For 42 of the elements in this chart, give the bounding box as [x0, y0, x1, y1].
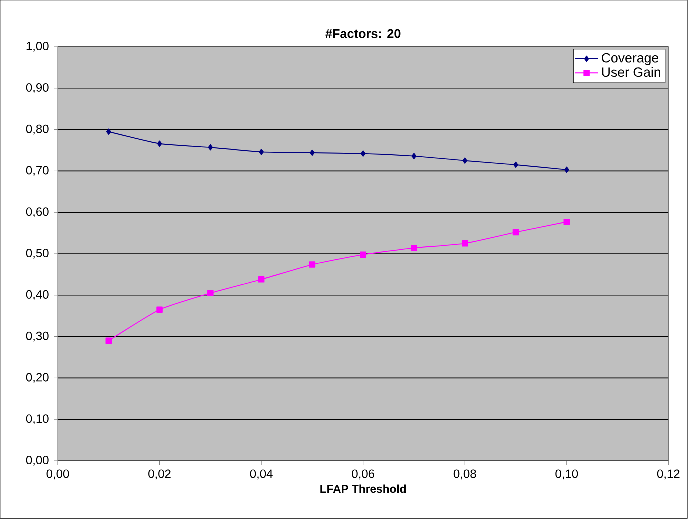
y-tick-label: 0,70 — [26, 166, 49, 176]
point — [106, 338, 112, 344]
x-tick-label: 0,02 — [148, 470, 171, 480]
y-tick-label: 1,00 — [26, 42, 49, 52]
point — [462, 240, 468, 247]
x-tick-label: 0,08 — [454, 470, 476, 480]
y-tick-label: 0,90 — [26, 83, 49, 94]
x-axis-title: LFAP Threshold — [320, 484, 406, 494]
point — [309, 262, 316, 268]
point — [360, 150, 366, 157]
point — [157, 140, 162, 148]
x-tick-label: 0,04 — [250, 470, 273, 480]
point — [462, 158, 468, 164]
y-tick-label: 0,00 — [26, 456, 49, 466]
point — [412, 153, 417, 160]
chart-title: #Factors: 20 — [326, 29, 401, 38]
point — [310, 150, 315, 156]
legend-label: User Gain — [602, 67, 660, 78]
y-tick-label: 0,60 — [26, 208, 49, 218]
x-tick-label: 0,12 — [657, 470, 680, 480]
y-tick-label: 0,50 — [26, 249, 49, 259]
y-tick-label: 0,80 — [26, 124, 49, 135]
point — [512, 229, 520, 236]
x-tick-label: 0,06 — [352, 470, 374, 480]
y-tick-label: 0,20 — [26, 373, 49, 384]
point — [411, 245, 418, 252]
point — [259, 149, 264, 156]
point — [258, 276, 265, 283]
x-tick-label: 0,00 — [46, 470, 70, 480]
point — [564, 218, 570, 226]
x-tick-label: 0,10 — [556, 470, 578, 480]
legend-label: Coverage — [602, 53, 659, 66]
point — [564, 166, 570, 174]
y-tick-label: 0,10 — [26, 414, 49, 425]
point — [208, 144, 214, 151]
point — [360, 252, 366, 258]
y-tick-label: 0,40 — [26, 290, 49, 300]
point — [106, 128, 112, 136]
y-tick-label: 0,30 — [26, 332, 49, 342]
point — [208, 290, 214, 296]
point — [156, 306, 163, 314]
point — [514, 162, 518, 168]
